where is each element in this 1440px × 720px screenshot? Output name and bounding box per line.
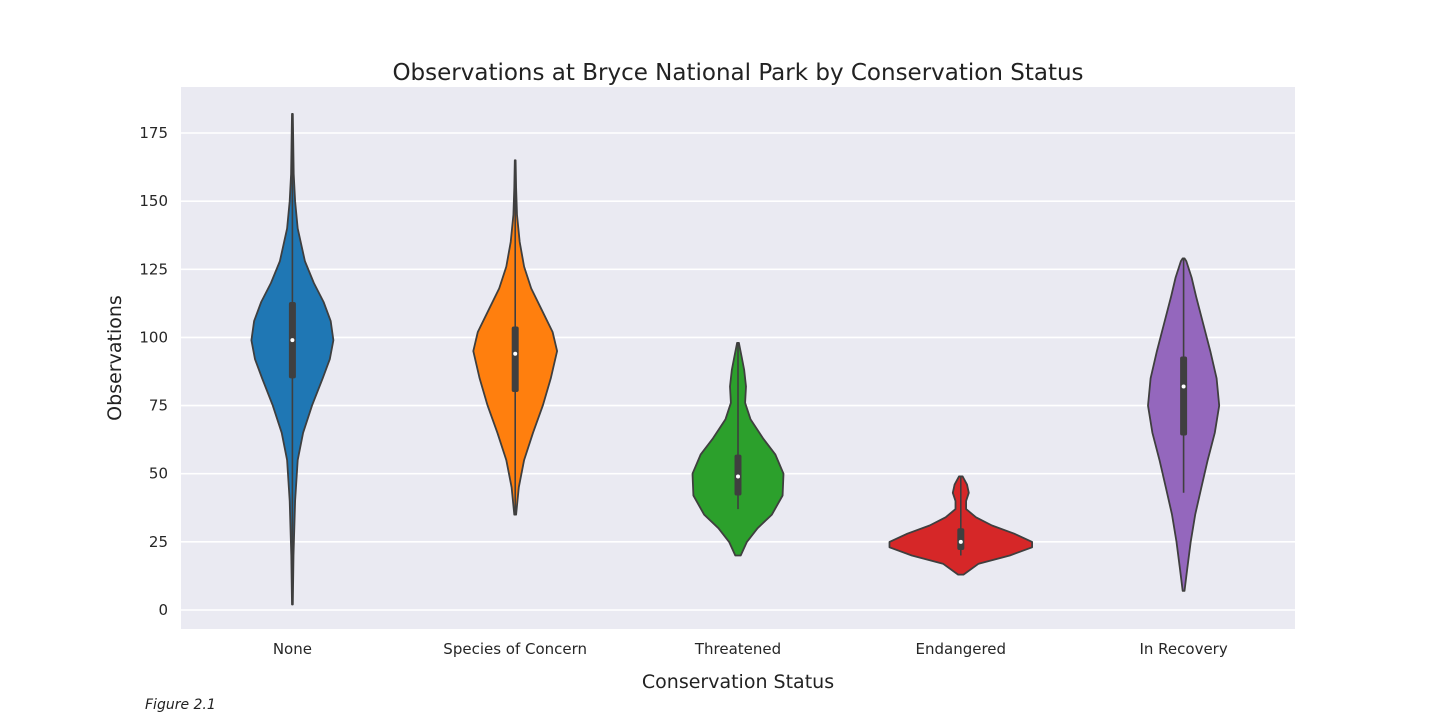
- y-axis-label: Observations: [104, 295, 126, 421]
- y-tick-label: 0: [158, 601, 168, 619]
- y-tick-label: 75: [149, 397, 168, 415]
- violin-median-point: [958, 539, 963, 544]
- violin-iqr-box: [511, 326, 519, 392]
- violin-iqr-box: [957, 528, 965, 551]
- x-tick-label: Endangered: [916, 640, 1007, 658]
- violins: [250, 113, 1221, 606]
- y-tick-label: 125: [139, 260, 168, 278]
- y-tick-label: 150: [139, 192, 168, 210]
- y-tick-labels: 0 25 50 75 100 125 150 175: [139, 124, 168, 619]
- x-tick-label: Species of Concern: [443, 640, 587, 658]
- violin-iqr-box: [1180, 356, 1188, 436]
- x-axis-label: Conservation Status: [642, 671, 834, 693]
- x-tick-label: In Recovery: [1139, 640, 1227, 658]
- y-tick-label: 50: [149, 465, 168, 483]
- chart-title: Observations at Bryce National Park by C…: [392, 60, 1083, 86]
- y-tick-label: 175: [139, 124, 168, 142]
- violin-median-point: [1181, 384, 1186, 389]
- figure-caption: Figure 2.1: [145, 697, 216, 713]
- x-tick-label: None: [273, 640, 312, 658]
- x-tick-labels: None Species of Concern Threatened Endanger…: [273, 640, 1228, 658]
- y-tick-label: 100: [139, 328, 168, 346]
- y-tick-label: 25: [149, 533, 168, 551]
- x-tick-label: Threatened: [694, 640, 781, 658]
- violin-median-point: [736, 474, 740, 479]
- violin-median-point: [290, 338, 295, 343]
- violin-median-point: [513, 351, 518, 356]
